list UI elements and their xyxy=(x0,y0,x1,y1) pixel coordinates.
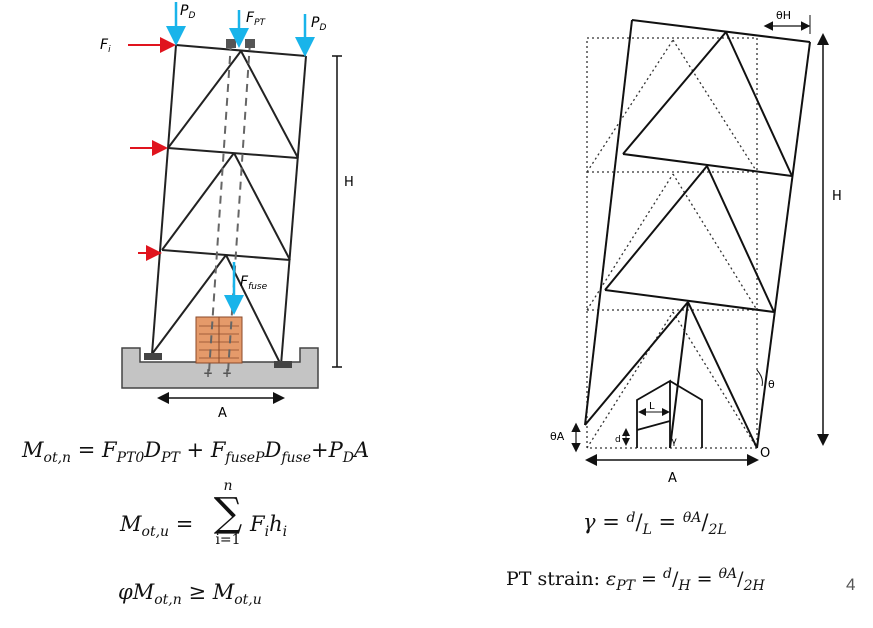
eq-pt-strain: PT strain: εPT = d/H = θA/2H xyxy=(506,566,765,594)
fuse-element xyxy=(195,316,243,364)
h-label-left: H xyxy=(344,175,354,190)
eq-gamma: γ = d/L = θA/2L xyxy=(583,510,727,538)
eq-mot-u-terms: Fihi xyxy=(250,512,288,540)
h-label-right: H xyxy=(832,189,842,204)
l-label: L xyxy=(649,401,655,412)
shear-detail xyxy=(636,379,703,448)
a-label-right: A xyxy=(668,471,677,486)
a-label-left: A xyxy=(218,406,227,420)
svg-text:+: + xyxy=(203,366,213,380)
pd-left-label: PD xyxy=(180,3,195,21)
theta-h-label: θH xyxy=(776,9,791,22)
rocking-frame-diagram: + + PD FPT PD Fi Ffuse H A xyxy=(100,2,354,420)
gamma-label: γ xyxy=(671,436,677,447)
frame-members xyxy=(151,44,307,366)
fi-label: Fi xyxy=(100,37,111,55)
theta-a-label: θA xyxy=(550,430,565,443)
sum-symbol: n ∑ i=1 xyxy=(213,478,243,548)
eq-mot-n: Mot,n = FPT0DPT + FfusePDfuse+PDA xyxy=(22,438,370,466)
eq-phi: φMot,n ≥ Mot,u xyxy=(118,580,262,608)
theta-label: θ xyxy=(768,378,775,391)
page-number: 4 xyxy=(846,575,856,594)
undeformed-frame xyxy=(586,37,758,449)
deformed-frame-diagram: θH H θ θA A O L d γ xyxy=(550,9,842,486)
fpt-label: FPT xyxy=(246,10,266,28)
pd-right-label: PD xyxy=(311,15,326,33)
foundation xyxy=(121,347,319,389)
o-label: O xyxy=(760,446,770,461)
eq-mot-u: Mot,u = xyxy=(120,512,194,540)
ffuse-label: Ffuse xyxy=(240,274,268,292)
svg-text:+: + xyxy=(222,366,232,380)
deformed-frame xyxy=(584,19,811,449)
d-label: d xyxy=(615,435,621,445)
